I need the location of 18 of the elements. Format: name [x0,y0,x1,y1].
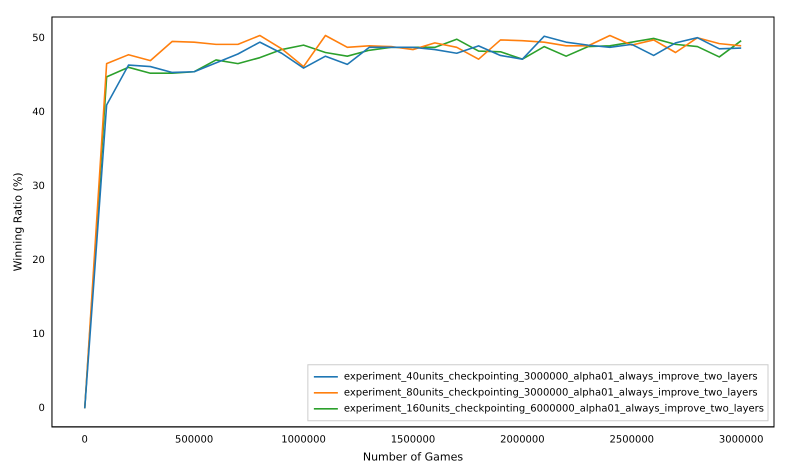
y-tick-label: 40 [32,107,45,118]
legend-label: experiment_80units_checkpointing_3000000_alpha01_always_improve_two_layers [344,387,758,398]
y-tick-label: 30 [32,180,45,192]
y-axis-title: Winning Ratio (%) [11,172,24,272]
x-tick-label: 3000000 [718,434,764,446]
x-axis-title: Number of Games [362,450,464,464]
y-tick-label: 20 [32,254,45,266]
x-tick-label: 1500000 [390,434,436,446]
x-tick-label: 1000000 [281,434,326,446]
legend-label: experiment_40units_checkpointing_3000000_alpha01_always_improve_two_layers [344,371,758,382]
y-tick-label: 50 [32,33,45,44]
x-tick-label: 2000000 [500,434,545,446]
y-tick-label: 0 [38,402,45,414]
x-tick-label: 500000 [175,434,214,446]
x-tick-label: 2500000 [610,434,654,446]
legend-label: experiment_160units_checkpointing_6000000_alpha01_always_improve_two_layers [344,403,764,414]
x-tick-label: 0 [82,434,88,446]
y-tick-label: 10 [32,328,45,340]
